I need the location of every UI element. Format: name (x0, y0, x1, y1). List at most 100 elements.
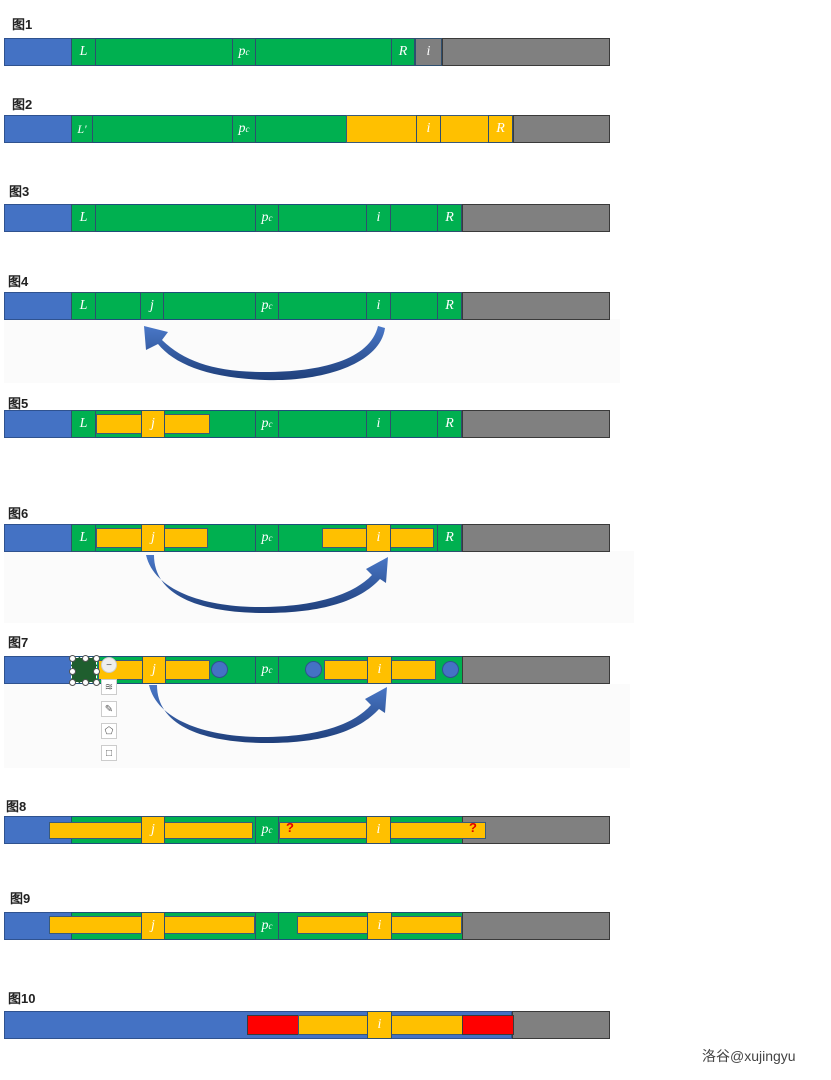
cell-R: R (437, 292, 462, 320)
watermark: 洛谷@xujingyu (702, 1048, 796, 1064)
cell-L: L (71, 524, 96, 552)
cell-j: j (140, 292, 164, 320)
p-symbol: p (261, 918, 269, 933)
p-symbol: p (261, 662, 269, 677)
green-segment (71, 115, 347, 143)
c-subscript: c (268, 419, 273, 429)
blue-circle (305, 661, 322, 678)
p-symbol: p (261, 298, 269, 313)
cell-L: L (71, 410, 96, 438)
green-segment (71, 38, 443, 66)
figure-2-label: 图2 (12, 97, 33, 112)
cell-j: j (141, 410, 165, 438)
c-subscript: c (268, 301, 273, 311)
cell-i: i (367, 1011, 392, 1039)
cell-R: R (437, 204, 462, 232)
p-symbol: p (261, 530, 269, 545)
cell-j: j (141, 912, 165, 940)
cell-j: j (142, 656, 166, 684)
grey-segment (462, 656, 610, 684)
question-mark: ? (286, 820, 294, 835)
p-symbol: p (261, 822, 269, 837)
cell-R: R (488, 115, 513, 143)
blue-segment (4, 204, 72, 232)
p-symbol: p (261, 210, 269, 225)
c-subscript: c (268, 665, 273, 675)
figure-9-label: 图9 (10, 891, 31, 906)
cell-i: i (415, 38, 442, 66)
square-icon[interactable]: □ (101, 745, 117, 761)
figure-7-label: 图7 (8, 635, 29, 650)
blue-segment (4, 292, 72, 320)
blue-circle (211, 661, 228, 678)
cell-L: L (71, 292, 96, 320)
grey-segment (442, 38, 610, 66)
p-symbol: p (238, 44, 246, 59)
cell-R: R (437, 410, 462, 438)
pen-icon[interactable]: ✎ (101, 701, 117, 717)
selected-shape[interactable] (69, 655, 100, 686)
figure-1-label: 图1 (12, 17, 33, 32)
shape-toolbar: − ≋ ✎ ⬠ □ (101, 657, 119, 767)
figure6-arrow-area (4, 551, 634, 623)
minus-icon[interactable]: − (101, 657, 117, 673)
blue-segment (4, 115, 72, 143)
cell-i: i (366, 816, 391, 844)
grey-segment (462, 410, 610, 438)
cell-i: i (366, 204, 391, 232)
question-mark: ? (469, 820, 477, 835)
layers-icon[interactable]: ≋ (101, 679, 117, 695)
cell-j: j (141, 524, 165, 552)
blue-segment (4, 656, 72, 684)
red-segment-left (247, 1015, 299, 1035)
figure-5-label: 图5 (8, 396, 29, 411)
cell-i: i (366, 292, 391, 320)
grey-segment (513, 115, 610, 143)
c-subscript: c (245, 124, 250, 134)
blue-segment (4, 38, 72, 66)
figure-10-label: 图10 (8, 991, 36, 1006)
figure-10-strip: i (4, 1011, 610, 1039)
p-symbol: p (261, 416, 269, 431)
grey-segment (462, 912, 610, 940)
p-symbol: p (238, 121, 246, 136)
cell-L: L (71, 204, 96, 232)
red-segment-right (462, 1015, 514, 1035)
cell-j: j (141, 816, 165, 844)
blue-circle (442, 661, 459, 678)
pentagon-icon[interactable]: ⬠ (101, 723, 117, 739)
cell-L: L (71, 38, 96, 66)
blue-segment (4, 524, 72, 552)
figure-6-label: 图6 (8, 506, 29, 521)
curved-arrow-right (146, 555, 388, 613)
curved-arrow-left (144, 326, 385, 381)
grey-segment (462, 524, 610, 552)
cell-i: i (366, 410, 391, 438)
cell-i: i (366, 524, 391, 552)
cell-R: R (391, 38, 415, 66)
figure-4-label: 图4 (8, 274, 29, 289)
grey-segment (462, 204, 610, 232)
grey-segment (512, 1011, 610, 1039)
c-subscript: c (268, 533, 273, 543)
grey-segment (462, 816, 610, 844)
figure-8-label: 图8 (6, 799, 27, 814)
grey-segment (462, 292, 610, 320)
cell-L-prime: L' (71, 115, 93, 143)
figure-3-label: 图3 (9, 184, 30, 199)
